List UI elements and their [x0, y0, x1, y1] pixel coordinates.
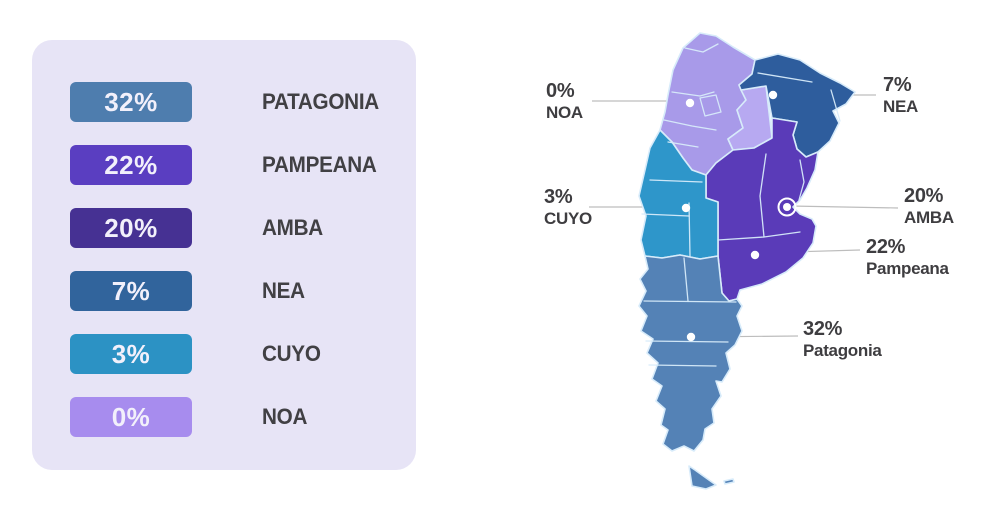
callout-percent: 7% [883, 74, 912, 96]
leader-line-amba [789, 205, 899, 209]
callout-label: Patagonia [803, 341, 882, 360]
border-san-luis [688, 202, 691, 257]
border-buenosaires-north [717, 231, 801, 241]
border-entrerios-river [798, 159, 805, 201]
region-tierra-del-fuego [688, 465, 717, 490]
legend-swatch: 3% [70, 334, 192, 374]
border-la-rioja [667, 141, 699, 148]
border-neuquen [683, 257, 689, 302]
legend-item: 3% CUYO [70, 334, 400, 374]
legend-item: 7% NEA [70, 271, 400, 311]
marker-patagonia [686, 332, 696, 342]
map-callout-patagonia: 32% Patagonia [803, 318, 882, 361]
callout-percent: 0% [546, 80, 575, 102]
callout-percent: 20% [904, 185, 944, 207]
region-isla-estados [723, 478, 735, 485]
border-tucuman [699, 94, 722, 117]
border-chubut-santacruz [648, 364, 717, 367]
map-callout-amba: 20% AMBA [904, 185, 954, 228]
legend-label: NEA [262, 278, 305, 303]
callout-label: Pampeana [866, 259, 949, 278]
callout-percent: 32% [803, 318, 843, 340]
callout-percent: 3% [544, 186, 573, 208]
border-corrientes-misiones [830, 89, 841, 122]
marker-amba [783, 203, 791, 211]
border-jujuy-salta [684, 43, 719, 53]
marker-pampeana [750, 250, 760, 260]
callout-percent: 22% [866, 236, 906, 258]
border-formosa-chaco [757, 72, 813, 83]
legend-item: 22% PAMPEANA [70, 145, 400, 185]
legend-swatch: 32% [70, 82, 192, 122]
map-callout-cuyo: 3% CUYO [544, 186, 592, 229]
legend-item: 0% NOA [70, 397, 400, 437]
legend-label: CUYO [262, 341, 321, 366]
callout-label: NEA [883, 97, 918, 116]
legend-panel: 32% PATAGONIA 22% PAMPEANA 20% AMBA 7% N… [32, 40, 416, 470]
border-larioja-sanjuan [649, 179, 703, 183]
marker-amba-ring [777, 197, 797, 217]
border-cordoba-santafe [759, 153, 767, 238]
legend-label: PAMPEANA [262, 152, 377, 177]
border-lapampa-rionegro [643, 300, 737, 303]
legend-item: 20% AMBA [70, 208, 400, 248]
marker-nea [768, 90, 778, 100]
region-santiago-del-estero [727, 85, 773, 151]
argentina-map [589, 32, 899, 490]
border-catamarca [663, 119, 717, 131]
border-rionegro-chubut [645, 340, 729, 343]
map-callout-noa: 0% NOA [546, 80, 583, 123]
map-callout-nea: 7% NEA [883, 74, 918, 117]
legend-label: AMBA [262, 215, 323, 240]
marker-noa [685, 98, 695, 108]
marker-cuyo [681, 203, 691, 213]
region-patagonia [638, 254, 743, 452]
legend-swatch: 20% [70, 208, 192, 248]
legend-item: 32% PATAGONIA [70, 82, 400, 122]
callout-label: CUYO [544, 209, 592, 228]
legend-swatch: 0% [70, 397, 192, 437]
border-salta-catamarca [671, 91, 715, 97]
map-callout-pampeana: 22% Pampeana [866, 236, 949, 279]
legend-label: PATAGONIA [262, 89, 379, 114]
legend-swatch: 22% [70, 145, 192, 185]
border-sanjuan-mendoza [641, 213, 690, 217]
legend-label: NOA [262, 404, 308, 429]
callout-label: NOA [546, 103, 583, 122]
legend-swatch: 7% [70, 271, 192, 311]
callout-label: AMBA [904, 208, 954, 227]
